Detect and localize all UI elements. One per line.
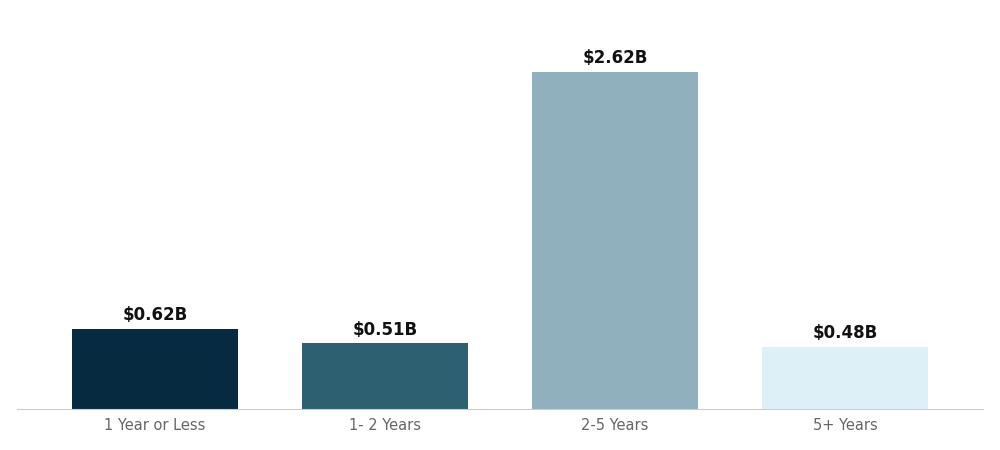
Text: $2.62B: $2.62B [582,50,648,68]
Bar [762,347,928,409]
Bar [72,329,238,409]
Text: $0.62B: $0.62B [122,306,187,324]
Text: $0.48B: $0.48B [813,324,878,342]
Bar [532,72,698,409]
Text: $0.51B: $0.51B [352,320,417,338]
Bar [302,343,468,409]
